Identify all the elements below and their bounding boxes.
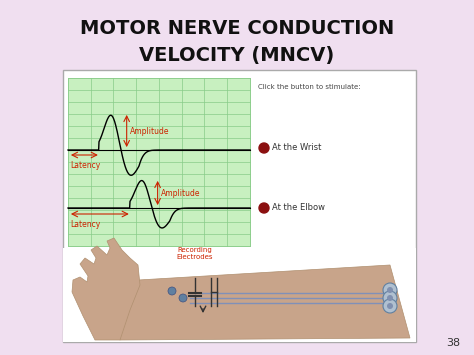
Circle shape (387, 303, 393, 309)
Circle shape (387, 287, 393, 293)
Text: VELOCITY (MNCV): VELOCITY (MNCV) (139, 45, 335, 65)
Bar (63, 70, 416, 342)
Circle shape (383, 299, 397, 313)
Circle shape (179, 294, 187, 302)
Circle shape (383, 291, 397, 305)
Text: Amplitude: Amplitude (130, 126, 169, 136)
Circle shape (259, 203, 269, 213)
Text: 38: 38 (446, 338, 460, 348)
Polygon shape (72, 238, 140, 340)
Text: Amplitude: Amplitude (161, 189, 200, 197)
Text: At the Elbow: At the Elbow (272, 203, 325, 213)
Text: Latency: Latency (70, 161, 100, 170)
Circle shape (168, 287, 176, 295)
Circle shape (383, 283, 397, 297)
Text: Recording
Electrodes: Recording Electrodes (177, 247, 213, 260)
Text: MOTOR NERVE CONDUCTION: MOTOR NERVE CONDUCTION (80, 18, 394, 38)
Text: Latency: Latency (70, 220, 100, 229)
Text: Click the button to stimulate:: Click the button to stimulate: (258, 84, 361, 90)
Circle shape (387, 295, 393, 301)
Polygon shape (105, 265, 410, 340)
Text: At the Wrist: At the Wrist (272, 143, 321, 153)
Bar (68, 78, 250, 246)
Circle shape (259, 143, 269, 153)
Bar (63, 248, 416, 342)
